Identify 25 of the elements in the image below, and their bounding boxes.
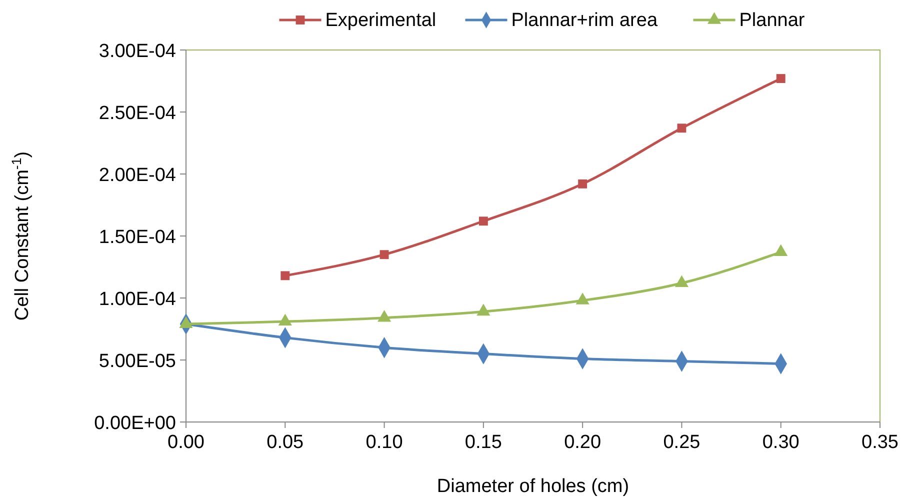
x-tick-label: 0.25 <box>663 432 700 453</box>
y-tick-label: 1.50E-04 <box>98 227 176 248</box>
x-tick-label: 0.30 <box>762 432 800 453</box>
legend-label: Plannar <box>739 10 806 31</box>
point <box>380 250 389 260</box>
point <box>478 216 488 226</box>
x-tick-label: 0.05 <box>266 432 304 453</box>
y-tick-label: 2.00E-04 <box>98 165 176 186</box>
x-tick-label: 0.00 <box>168 432 204 453</box>
y-tick-label: 5.00E-05 <box>98 351 176 372</box>
point <box>776 74 786 83</box>
x-tick-label: 0.35 <box>862 432 898 453</box>
x-tick-label: 0.20 <box>564 432 602 453</box>
point <box>280 271 290 280</box>
x-tick-label: 0.10 <box>366 432 403 453</box>
legend-label: Experimental <box>325 10 436 31</box>
x-tick-label: 0.15 <box>464 432 502 453</box>
y-tick-label: 3.00E-04 <box>98 41 176 62</box>
point <box>578 179 588 188</box>
x-axis-title: Diameter of holes (cm) <box>436 476 630 497</box>
y-tick-label: 2.50E-04 <box>98 103 176 124</box>
legend-label: Plannar+rim area <box>511 10 658 31</box>
y-tick-label: 1.00E-04 <box>98 289 176 310</box>
point <box>677 124 686 133</box>
y-tick-label: 0.00E+00 <box>94 413 176 434</box>
